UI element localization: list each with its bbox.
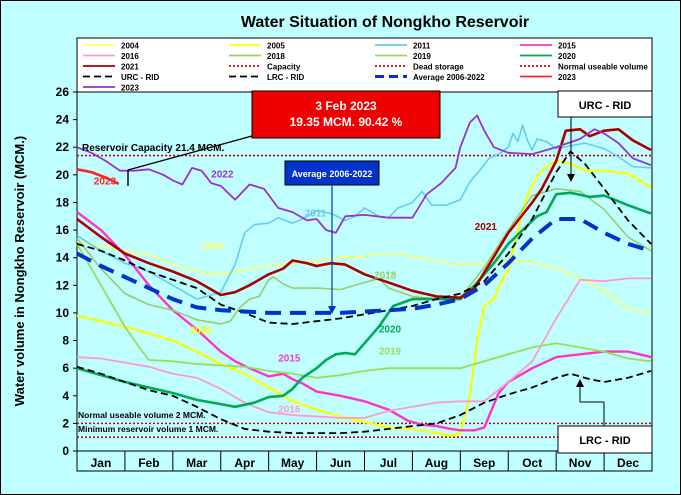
series-label-2005: 2005 [190, 326, 213, 337]
x-tick-label: Dec [617, 456, 639, 470]
legend-label: 2015 [558, 42, 576, 51]
series-2005 [76, 159, 652, 437]
legend-label: URC - RID [121, 73, 159, 82]
x-axis-band [76, 450, 653, 472]
series-label-2020: 2020 [379, 324, 402, 335]
capacity-pointer [127, 135, 253, 171]
y-tick-label: 22 [56, 140, 70, 154]
legend-label: 2020 [558, 52, 576, 61]
series-2015 [76, 211, 652, 432]
x-tick-label: Jul [380, 456, 397, 470]
x-tick-label: Aug [425, 456, 448, 470]
x-tick-label: Oct [522, 456, 542, 470]
callout-value: 19.35 MCM. 90.42 % [290, 115, 403, 129]
legend-label: 2018 [267, 52, 285, 61]
average-box [284, 160, 380, 186]
series-2011 [76, 124, 652, 300]
callout-box-bg [251, 90, 441, 139]
urc-arrowhead [567, 174, 575, 182]
series-2018 [76, 187, 652, 325]
average-box-text: Average 2006-2022 [292, 169, 373, 179]
series-2022 [76, 114, 652, 234]
x-tick-label: Feb [138, 456, 159, 470]
y-tick-label: 8 [62, 334, 69, 348]
x-tick-label: Sep [473, 456, 495, 470]
y-tick-label: 26 [56, 85, 70, 99]
series-label-2004: 2004 [202, 241, 225, 252]
series-2004 [76, 240, 652, 314]
y-tick-label: 4 [62, 389, 69, 403]
legend-label: Dead storage [413, 63, 464, 72]
series-2020 [76, 191, 652, 409]
legend-box [76, 37, 653, 93]
y-tick-label: 6 [62, 361, 69, 375]
series-2023 [76, 168, 120, 185]
urc-annotation: URC - RID [557, 90, 653, 182]
series-2021 [76, 128, 652, 299]
legend-label: 2023 [558, 73, 576, 82]
legend-label: Average 2006-2022 [413, 73, 485, 82]
legend-label: 2005 [267, 42, 285, 51]
capacity-text: Reservoir Capacity 21.4 MCM. [82, 143, 225, 154]
y-tick-label: 2 [62, 416, 69, 430]
series-label-2011: 2011 [305, 208, 327, 219]
x-tick-label: May [281, 456, 305, 470]
legend-label: Normal useable volume [558, 63, 648, 72]
legend-label: LRC - RID [267, 73, 305, 82]
y-tick-label: 12 [56, 278, 70, 292]
series-labels: 2004 2005 2011 2015 2016 2018 2019 2020 2021 2022… [94, 170, 498, 416]
legend-label: 2019 [413, 52, 431, 61]
series-label-2019: 2019 [379, 346, 402, 357]
legend-label: 2004 [121, 42, 139, 51]
y-tick-label: 16 [56, 223, 70, 237]
capacity-annotation: Reservoir Capacity 21.4 MCM. [82, 135, 253, 186]
lrc-arrowhead [576, 379, 584, 387]
series-label-2015: 2015 [278, 353, 301, 364]
chart-title: Water Situation of Nongkho Reservoir [241, 14, 529, 31]
y-axis-label: Water volume in Nongkho Reservoir (MCM.) [12, 136, 27, 406]
series-label-2021: 2021 [475, 222, 498, 233]
series-lrc-rid [76, 365, 652, 434]
y-tick-label: 10 [56, 306, 70, 320]
normal-useable-text: Normal useable volume 2 MCM. [78, 410, 206, 420]
y-tick-label: 0 [62, 444, 69, 458]
callout-box: 3 Feb 2023 19.35 MCM. 90.42 % [251, 90, 441, 139]
y-tick-label: 14 [56, 251, 70, 265]
legend-label: 2011 [413, 42, 431, 51]
average-annotation: Average 2006-2022 [284, 160, 380, 314]
urc-box [557, 90, 653, 118]
series-2019 [76, 243, 652, 379]
x-tick-label: Apr [234, 456, 255, 470]
x-tick-label: Jan [91, 456, 112, 470]
series-label-2022: 2022 [211, 170, 234, 181]
legend: 2004 2005 2011 2015 2016 2018 2019 2020 2021 Capa… [76, 37, 653, 93]
lrc-box-text: LRC - RID [579, 435, 630, 447]
average-arrowhead [328, 306, 336, 314]
x-tick-label: Mar [186, 456, 208, 470]
x-tick-label: Jun [330, 456, 351, 470]
x-tick-label: Nov [569, 456, 592, 470]
legend-label: 2023 [121, 84, 139, 93]
series-label-2018: 2018 [374, 270, 397, 281]
lrc-box [557, 425, 653, 454]
y-tick-label: 18 [56, 195, 70, 209]
lrc-annotation: LRC - RID [557, 379, 653, 454]
series-group [76, 114, 652, 437]
y-tick-label: 24 [56, 113, 70, 127]
legend-label: Capacity [267, 63, 301, 72]
legend-label: 2021 [121, 63, 139, 72]
minimum-volume-text: Minimum reservoir volume 1 MCM. [78, 424, 218, 434]
series-average-2006-2022 [76, 217, 652, 315]
legend-label: 2016 [121, 52, 139, 61]
series-label-2023: 2023 [94, 177, 117, 188]
series-label-2016: 2016 [278, 404, 301, 415]
series-2016 [76, 277, 651, 419]
urc-box-text: URC - RID [579, 100, 632, 112]
y-tick-label: 20 [56, 168, 70, 182]
callout-title: 3 Feb 2023 [315, 99, 377, 113]
